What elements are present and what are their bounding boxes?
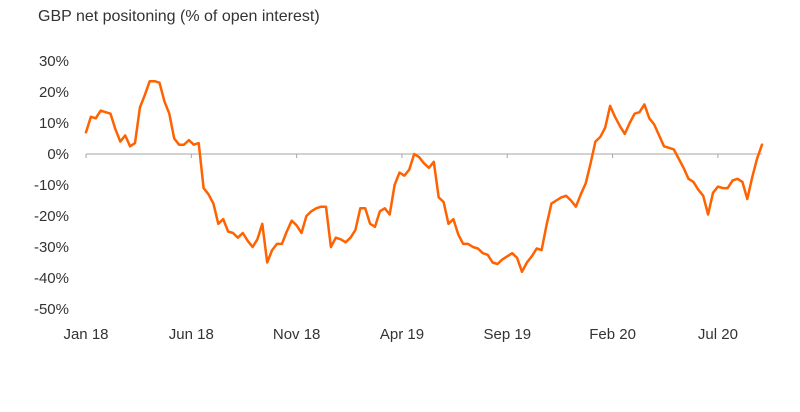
y-tick-label: -10%	[34, 177, 69, 194]
y-tick-label: 10%	[39, 115, 69, 132]
x-tick-label: Apr 19	[380, 326, 424, 343]
x-tick-label: Jul 20	[698, 326, 738, 343]
series-group	[84, 79, 764, 274]
series-line	[84, 79, 764, 274]
y-tick-label: 30%	[39, 53, 69, 70]
y-tick-label: -40%	[34, 270, 69, 287]
y-axis: 30% 20% 10% 0% -10% -20% -30% -40% -50%	[34, 53, 69, 318]
chart-title: GBP net positoning (% of open interest)	[38, 8, 320, 25]
x-tick-label: Sep 19	[484, 326, 532, 343]
x-axis: Jan 18 Jun 18 Nov 18 Apr 19 Sep 19 Feb 20 Jul …	[63, 153, 762, 343]
y-tick-label: -30%	[34, 239, 69, 256]
x-tick-label: Jun 18	[169, 326, 214, 343]
x-tick-label: Nov 18	[273, 326, 321, 343]
y-tick-label: 0%	[47, 146, 69, 163]
x-tick-label: Jan 18	[63, 326, 108, 343]
y-tick-label: -50%	[34, 301, 69, 318]
y-tick-label: -20%	[34, 208, 69, 225]
x-tick-label: Feb 20	[589, 326, 636, 343]
y-tick-label: 20%	[39, 84, 69, 101]
